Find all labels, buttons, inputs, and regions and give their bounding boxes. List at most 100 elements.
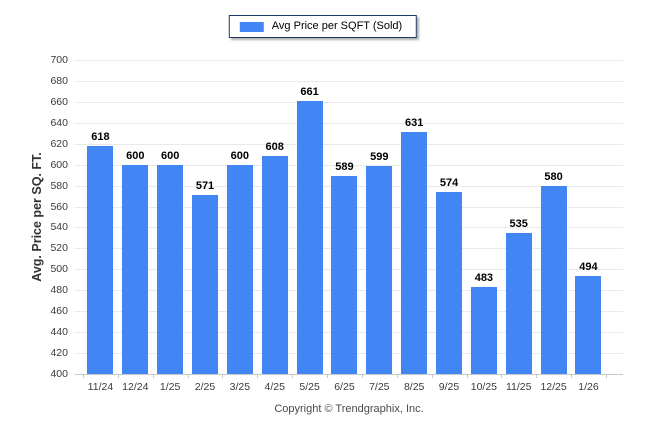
bar	[122, 164, 149, 374]
x-axis-tick-mark	[327, 374, 329, 378]
bar-value-label: 600	[160, 149, 180, 162]
bar-value-label: 574	[439, 176, 459, 189]
gridline	[75, 122, 623, 124]
bar-value-label: 600	[230, 149, 250, 162]
x-axis-tick-label: 2/25	[194, 381, 216, 393]
x-axis-tick-label: 7/25	[369, 381, 390, 393]
bar-value-label: 580	[544, 170, 563, 183]
y-axis-tick-label: 400	[50, 368, 68, 380]
x-axis-tick-mark	[431, 374, 433, 378]
bar-slot: 600 1/25	[153, 60, 188, 393]
y-axis-tick-label: 420	[50, 347, 68, 360]
x-axis-tick-label: 10/25	[470, 381, 498, 393]
bar-value-label: 571	[195, 180, 215, 193]
y-axis-tick-label: 480	[50, 284, 68, 297]
y-axis-tick-label: 680	[50, 74, 68, 87]
plot-area: 400 420 440 460 480 500 520 540 560 580 600 620 640 6…	[50, 54, 623, 393]
x-axis-tick-label: 11/25	[505, 381, 532, 393]
y-axis-title: Avg. Price per SQ. FT.	[30, 152, 44, 282]
bar-slot: 608 4/25	[257, 60, 292, 393]
x-axis-tick-mark	[571, 374, 573, 378]
y-axis-tick-label: 540	[50, 221, 68, 234]
legend-swatch-icon	[239, 21, 264, 32]
bar	[331, 176, 358, 374]
bar-slot: 571 2/25	[188, 60, 223, 393]
bar	[401, 132, 428, 374]
bar-value-label: 608	[265, 141, 284, 154]
bar-slot: 483 10/25	[466, 60, 501, 393]
x-axis-tick-mark	[606, 374, 607, 378]
legend-label: Avg Price per SQFT (Sold)	[271, 20, 403, 32]
bar-slot: 661 5/25	[292, 60, 327, 393]
bar-value-label: 483	[474, 272, 494, 285]
gridline	[75, 101, 623, 103]
x-axis-tick-mark	[152, 374, 154, 378]
x-axis-tick-label: 1/25	[159, 381, 181, 393]
x-axis-tick-mark	[466, 374, 468, 378]
x-axis-tick-mark	[501, 374, 503, 378]
x-axis-tick-mark	[361, 374, 363, 378]
bar	[505, 232, 532, 374]
bar	[436, 191, 463, 374]
x-axis-tick-label: 4/25	[264, 381, 285, 393]
bar	[540, 185, 567, 374]
bar-value-label: 600	[126, 149, 145, 162]
bar	[366, 165, 393, 374]
bar-slot: 574 9/25	[432, 60, 467, 393]
bar-value-label: 589	[335, 161, 354, 174]
y-axis-tick-label: 580	[50, 179, 68, 192]
bar-slot: 618 11/24	[83, 60, 118, 393]
y-axis-tick-label: 600	[50, 158, 68, 171]
x-axis-tick-label: 11/24	[87, 381, 114, 393]
bar-value-label: 618	[91, 130, 110, 143]
gridline	[75, 80, 623, 82]
x-axis-tick-label: 8/25	[403, 381, 425, 393]
x-axis-tick-label: 9/25	[438, 381, 460, 393]
y-axis-tick-label: 640	[50, 116, 68, 129]
x-axis-tick-mark	[222, 374, 224, 378]
bar	[575, 275, 602, 374]
y-axis-tick-label: 460	[50, 305, 68, 318]
x-axis-tick-mark	[187, 374, 189, 378]
bar-value-label: 599	[370, 150, 389, 163]
y-axis-tick-label: 560	[50, 200, 68, 213]
y-axis-tick-label: 500	[50, 263, 68, 276]
x-axis-tick-mark	[83, 374, 84, 378]
bar	[192, 195, 218, 374]
y-axis-tick-label: 660	[50, 95, 68, 108]
bar-value-label: 535	[509, 217, 528, 230]
bar	[226, 164, 253, 374]
bar-slot: 631 8/25	[397, 60, 432, 393]
bar	[157, 164, 184, 374]
y-axis-tick-label: 440	[50, 326, 68, 339]
y-axis-tick-label: 520	[50, 242, 68, 255]
bar-slot: 600 12/24	[118, 60, 153, 393]
bar	[261, 156, 288, 374]
bar-value-label: 631	[404, 117, 424, 130]
bar	[87, 145, 114, 374]
x-axis-line	[75, 374, 623, 375]
bar-slot: 535 11/25	[501, 60, 536, 393]
x-axis-tick-label: 12/25	[540, 381, 567, 393]
gridline	[75, 143, 623, 145]
y-axis-tick-label: 700	[50, 54, 68, 66]
bar-value-label: 494	[579, 260, 598, 273]
bar	[470, 287, 497, 374]
x-axis-tick-mark	[117, 374, 119, 378]
x-axis-tick-mark	[536, 374, 538, 378]
bar-slot: 494 1/26	[571, 60, 606, 393]
gridline	[75, 60, 623, 61]
x-axis-tick-mark	[292, 374, 294, 378]
x-axis-tick-label: 5/25	[299, 381, 320, 393]
x-axis-tick-label: 12/24	[122, 381, 149, 393]
x-axis-tick-label: 6/25	[334, 381, 355, 393]
bar-slot: 600 3/25	[222, 60, 257, 393]
x-axis-tick-label: 1/26	[578, 381, 599, 393]
bar-value-label: 661	[300, 85, 319, 98]
x-axis-tick-mark	[257, 374, 259, 378]
legend: Avg Price per SQFT (Sold)	[228, 15, 418, 38]
y-axis-tick-label: 620	[50, 137, 68, 150]
x-axis-tick-mark	[396, 374, 398, 378]
copyright-text: Copyright © Trendgraphix, Inc.	[274, 403, 424, 415]
